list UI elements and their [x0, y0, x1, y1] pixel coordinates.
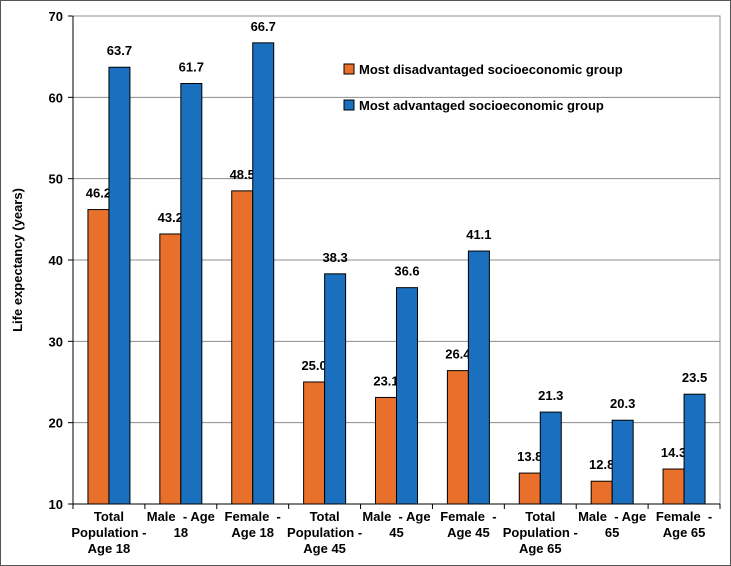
- category-label-line: Total: [310, 509, 340, 524]
- category-label-line: Age 45: [303, 541, 346, 556]
- category-label-line: Population -: [71, 525, 146, 540]
- data-label-advantaged: 20.3: [610, 396, 635, 411]
- category-label-line: Population -: [503, 525, 578, 540]
- category-label-line: Age 18: [231, 525, 274, 540]
- category-label: Male - Age 18: [147, 509, 215, 540]
- category-label-line: Age 18: [88, 541, 131, 556]
- legend-label-advantaged: Most advantaged socioeconomic group: [359, 98, 604, 113]
- data-label-disadvantaged: 13.8: [517, 449, 542, 464]
- data-label-disadvantaged: 14.3: [661, 445, 686, 460]
- data-label-advantaged: 61.7: [179, 60, 204, 75]
- bar-advantaged: [252, 42, 275, 505]
- legend-swatch-disadvantaged: [343, 63, 355, 75]
- category-label-line: Male - Age: [362, 509, 430, 524]
- y-tick-label: 70: [49, 9, 63, 24]
- data-label-disadvantaged: 23.1: [373, 373, 398, 388]
- data-label-advantaged: 38.3: [322, 250, 347, 265]
- bar-advantaged: [467, 250, 490, 505]
- category-label: Female -Age 65: [656, 509, 712, 540]
- category-label-line: 45: [389, 525, 403, 540]
- data-label-disadvantaged: 46.2: [86, 186, 111, 201]
- y-tick-label: 10: [49, 497, 63, 512]
- category-label: Total Population -Age 18: [71, 509, 146, 556]
- category-label-line: Population -: [287, 525, 362, 540]
- data-label-advantaged: 23.5: [682, 370, 707, 385]
- y-axis-title: Life expectancy (years): [10, 188, 25, 332]
- data-label-advantaged: 36.6: [394, 264, 419, 279]
- y-tick-label: 40: [49, 253, 63, 268]
- bar-disadvantaged: [303, 381, 326, 505]
- category-label-line: Age 45: [447, 525, 490, 540]
- data-label-advantaged: 66.7: [251, 19, 276, 34]
- category-label-line: Male - Age: [578, 509, 646, 524]
- bar-advantaged: [324, 273, 347, 505]
- bar-disadvantaged: [590, 480, 613, 505]
- y-tick-label: 20: [49, 416, 63, 431]
- data-label-disadvantaged: 26.4: [445, 347, 471, 362]
- bar-advantaged: [180, 83, 203, 505]
- category-label-line: 18: [174, 525, 188, 540]
- category-label-line: Female -: [440, 509, 496, 524]
- data-label-disadvantaged: 12.8: [589, 457, 614, 472]
- category-label-line: Total: [94, 509, 124, 524]
- data-label-advantaged: 63.7: [107, 43, 132, 58]
- category-label-line: Male - Age: [147, 509, 215, 524]
- category-label-line: Age 65: [663, 525, 706, 540]
- y-tick-label: 50: [49, 172, 63, 187]
- category-label-line: Female -: [225, 509, 281, 524]
- legend-label-disadvantaged: Most disadvantaged socioeconomic group: [359, 62, 623, 77]
- bar-advantaged: [611, 419, 634, 505]
- bar-disadvantaged: [446, 370, 469, 505]
- data-label-advantaged: 21.3: [538, 388, 563, 403]
- y-tick-label: 30: [49, 334, 63, 349]
- legend-swatch-advantaged: [343, 99, 355, 111]
- category-label-line: Female -: [656, 509, 712, 524]
- category-label: Total Population -Age 45: [287, 509, 362, 556]
- category-label-line: Total: [525, 509, 555, 524]
- bar-advantaged: [683, 393, 706, 505]
- bar-disadvantaged: [375, 396, 397, 505]
- category-label-line: Age 65: [519, 541, 562, 556]
- category-label: Male - Age 45: [362, 509, 430, 540]
- bar-disadvantaged: [231, 190, 254, 505]
- bar-advantaged: [539, 411, 562, 505]
- category-label: Male - Age 65: [578, 509, 646, 540]
- bar-disadvantaged: [87, 209, 110, 505]
- bar-disadvantaged: [662, 468, 685, 505]
- data-label-disadvantaged: 25.0: [301, 358, 326, 373]
- bar-advantaged: [396, 287, 418, 505]
- data-label-disadvantaged: 48.5: [230, 167, 255, 182]
- category-label: Female -Age 18: [225, 509, 281, 540]
- data-label-advantaged: 41.1: [466, 227, 491, 242]
- category-label-line: 65: [605, 525, 619, 540]
- bar-disadvantaged: [159, 233, 182, 505]
- category-label: Female -Age 45: [440, 509, 496, 540]
- data-label-disadvantaged: 43.2: [158, 210, 183, 225]
- bar-advantaged: [108, 66, 131, 505]
- y-tick-label: 60: [49, 90, 63, 105]
- bar-disadvantaged: [518, 472, 541, 505]
- category-label: Total Population -Age 65: [503, 509, 578, 556]
